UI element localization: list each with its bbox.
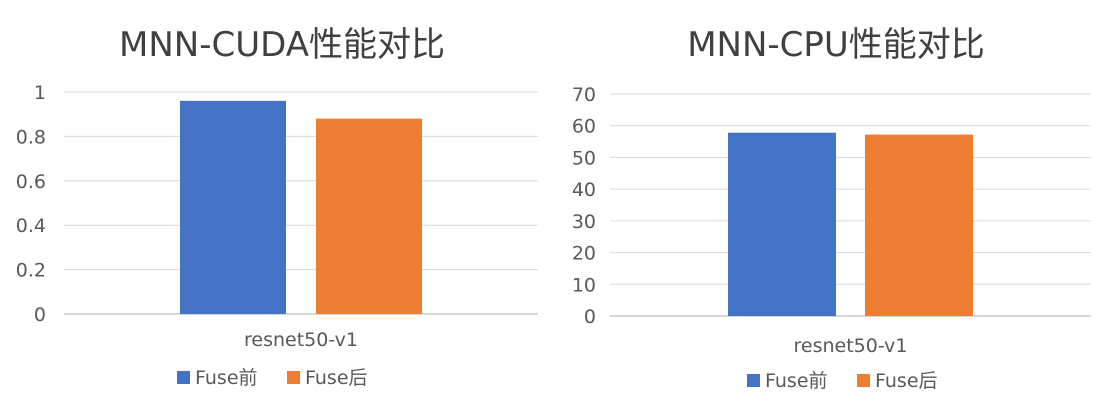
cpu-y-tick-label: 0 [584, 306, 596, 328]
cuda-bar-fuse-after [316, 118, 422, 314]
cpu-legend-label-fuse-before: Fuse前 [765, 370, 828, 392]
cuda-category-label: resnet50-v1 [244, 329, 358, 351]
cpu-bar-fuse-after [865, 134, 973, 316]
cuda-y-tick-label: 0.8 [16, 126, 46, 148]
cuda-legend-label-fuse-after: Fuse后 [305, 367, 368, 389]
cpu-chart-title: MNN-CPU性能对比 [687, 25, 985, 65]
cpu-chart-panel: MNN-CPU性能对比 0 10 20 30 40 50 60 70 resnet50-v1 Fus… [550, 0, 1116, 416]
cpu-y-tick-label: 60 [572, 116, 596, 138]
cpu-category-label: resnet50-v1 [793, 335, 907, 357]
cpu-y-tick-label: 40 [572, 179, 596, 201]
cpu-bar-fuse-before [728, 132, 836, 316]
cpu-y-tick-label: 70 [572, 84, 596, 106]
cpu-y-tick-label: 10 [572, 274, 596, 296]
cuda-legend-swatch-fuse-before [177, 371, 190, 384]
cuda-chart-panel: MNN-CUDA性能对比 0 0.2 0.4 0.6 0.8 1 resnet50-v1 Fus… [0, 0, 548, 416]
cuda-y-tick-label: 0 [34, 304, 46, 326]
cpu-y-tick-label: 50 [572, 147, 596, 169]
cuda-y-tick-label: 0.4 [16, 215, 46, 237]
cpu-chart-svg: MNN-CPU性能对比 0 10 20 30 40 50 60 70 resnet50-v1 Fus… [572, 25, 1091, 392]
cuda-y-tick-label: 0.6 [16, 171, 46, 193]
cpu-legend-swatch-fuse-before [747, 374, 760, 387]
cuda-legend-label-fuse-before: Fuse前 [195, 367, 258, 389]
cuda-y-tick-label: 0.2 [16, 260, 46, 282]
cuda-legend-swatch-fuse-after [287, 371, 300, 384]
cpu-legend-swatch-fuse-after [857, 374, 870, 387]
cpu-y-tick-label: 30 [572, 211, 596, 233]
cuda-y-tick-label: 1 [34, 82, 46, 104]
cpu-y-tick-label: 20 [572, 243, 596, 265]
cuda-chart-title: MNN-CUDA性能对比 [119, 25, 445, 65]
cuda-chart-svg: MNN-CUDA性能对比 0 0.2 0.4 0.6 0.8 1 resnet50-v1 Fus… [16, 25, 538, 389]
cuda-bar-fuse-before [180, 100, 286, 314]
cpu-legend-label-fuse-after: Fuse后 [875, 370, 938, 392]
